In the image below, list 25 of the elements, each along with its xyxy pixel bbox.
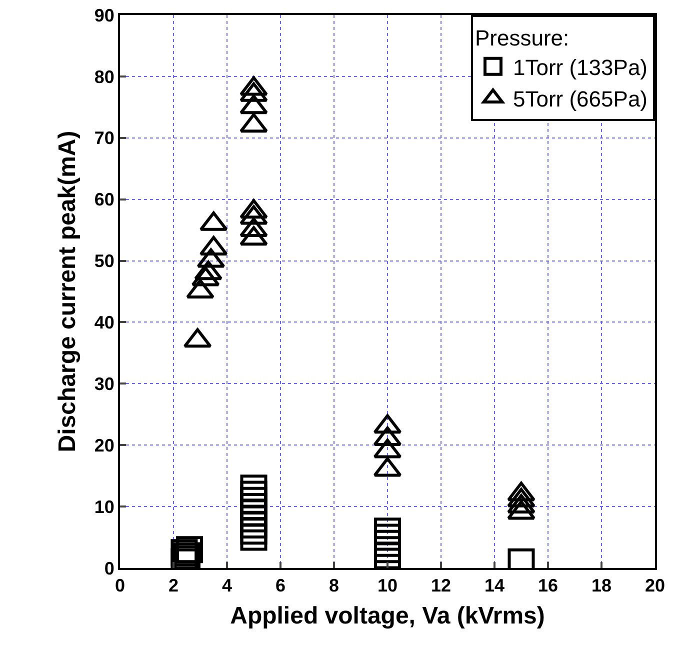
x-tick-label: 6 bbox=[275, 576, 286, 596]
x-tick-label: 10 bbox=[377, 576, 398, 596]
x-tick-label: 8 bbox=[328, 576, 340, 596]
y-tick-label: 20 bbox=[94, 435, 114, 456]
legend-label: 1Torr (133Pa) bbox=[513, 54, 648, 80]
x-tick-label: 4 bbox=[222, 576, 232, 596]
x-axis-title: Applied voltage, Va (kVrms) bbox=[230, 602, 545, 630]
y-tick-label: 90 bbox=[94, 5, 114, 26]
y-tick-label: 80 bbox=[94, 66, 114, 87]
y-tick-label: 40 bbox=[94, 312, 114, 333]
x-tick-label: 16 bbox=[538, 576, 558, 596]
legend-title: Pressure: bbox=[475, 26, 570, 51]
x-tick-label: 18 bbox=[591, 576, 612, 596]
legend-label: 5Torr (665Pa) bbox=[513, 86, 648, 112]
y-tick-label: 0 bbox=[104, 558, 114, 578]
y-tick-label: 70 bbox=[94, 128, 114, 148]
y-tick-label: 50 bbox=[94, 251, 114, 272]
y-axis-title: Discharge current peak(mA) bbox=[54, 130, 81, 452]
x-tick-label: 12 bbox=[430, 576, 452, 596]
y-tick-label: 30 bbox=[94, 374, 114, 394]
x-tick-label: 2 bbox=[168, 576, 179, 596]
x-tick-label: 20 bbox=[644, 576, 666, 596]
y-tick-label: 60 bbox=[94, 190, 114, 210]
x-tick-label: 14 bbox=[484, 576, 505, 596]
y-tick-label: 10 bbox=[94, 496, 114, 517]
